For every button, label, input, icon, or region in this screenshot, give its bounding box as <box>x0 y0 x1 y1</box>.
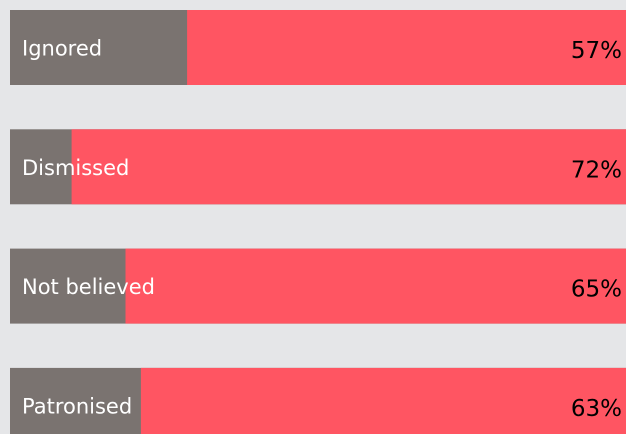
category-label: Dismissed <box>22 156 129 180</box>
value-label: 65% <box>571 277 622 303</box>
bar <box>187 10 626 85</box>
value-label: 57% <box>571 38 622 64</box>
category-label: Ignored <box>22 37 102 61</box>
value-label: 72% <box>571 157 622 183</box>
category-label: Not believed <box>22 275 155 299</box>
bar <box>71 129 626 205</box>
category-label: Patronised <box>22 394 132 418</box>
bar <box>140 367 626 434</box>
value-label: 63% <box>571 396 622 422</box>
bar <box>125 248 626 324</box>
